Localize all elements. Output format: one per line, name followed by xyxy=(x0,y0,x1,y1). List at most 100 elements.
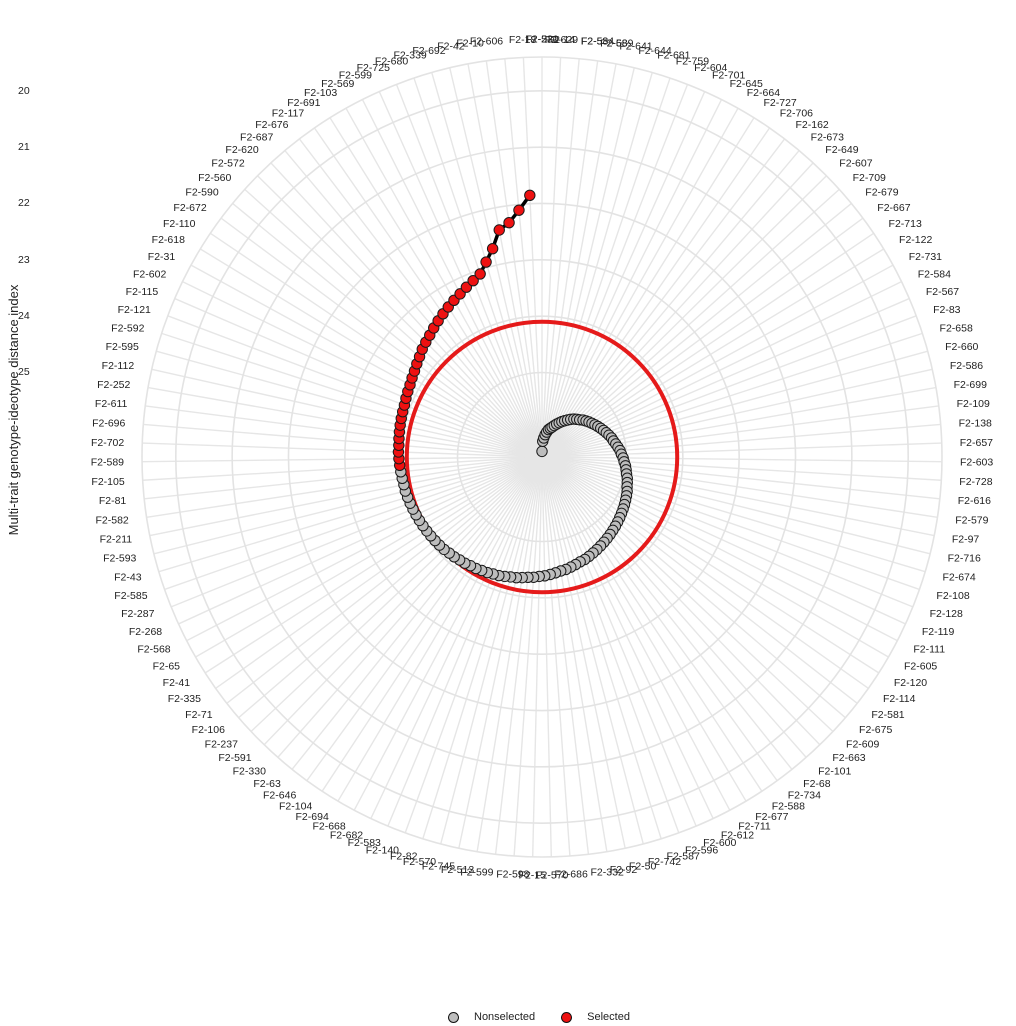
genotype-label: F2-599 xyxy=(339,70,372,82)
genotype-label: F2-593 xyxy=(103,553,136,565)
genotype-label: F2-663 xyxy=(832,752,865,764)
genotype-label: F2-104 xyxy=(279,801,312,813)
genotype-label: F2-606 xyxy=(470,35,503,47)
grid-spoke xyxy=(541,456,747,802)
genotype-label: F2-119 xyxy=(922,626,955,638)
grid-spoke xyxy=(541,456,926,573)
genotype-label: F2-694 xyxy=(296,811,329,823)
grid-spoke xyxy=(422,456,543,840)
genotype-label: F2-686 xyxy=(555,868,588,880)
y-tick-label: 24 xyxy=(18,310,30,323)
genotype-label: F2-138 xyxy=(959,417,992,429)
grid-spoke xyxy=(541,368,933,458)
genotype-label: F2-709 xyxy=(853,172,886,184)
genotype-label: F2-109 xyxy=(957,398,990,410)
grid-spoke xyxy=(541,150,800,458)
grid-spoke xyxy=(541,456,938,518)
grid-spoke xyxy=(284,150,543,458)
grid-spoke xyxy=(149,456,543,537)
grid-spoke xyxy=(174,297,543,458)
grid-spoke xyxy=(167,315,543,458)
grid-spoke xyxy=(378,91,543,458)
grid-spoke xyxy=(263,456,543,746)
genotype-label: F2-140 xyxy=(366,844,399,856)
genotype-label: F2-734 xyxy=(788,790,821,802)
genotype-label: F2-696 xyxy=(92,417,125,429)
genotype-label: F2-611 xyxy=(95,398,128,410)
genotype-label: F2-114 xyxy=(883,693,916,705)
grid-spoke xyxy=(541,442,942,458)
grid-spoke xyxy=(476,456,543,852)
genotype-label: F2-63 xyxy=(253,778,281,790)
grid-spoke xyxy=(458,456,543,849)
genotype-label: F2-103 xyxy=(304,87,337,99)
genotype-label: F2-97 xyxy=(952,534,980,546)
point-selected xyxy=(524,189,536,202)
genotype-label: F2-582 xyxy=(95,514,128,526)
grid-spoke xyxy=(226,456,543,704)
grid-spoke xyxy=(541,456,880,674)
genotype-label: F2-595 xyxy=(106,341,139,353)
grid-spoke xyxy=(541,456,914,608)
genotype-label: F2-731 xyxy=(909,251,942,263)
genotype-label: F2-252 xyxy=(97,379,130,391)
genotype-label: F2-682 xyxy=(330,829,363,841)
point-selected xyxy=(513,204,525,216)
genotype-label: F2-668 xyxy=(312,821,345,833)
genotype-label: F2-616 xyxy=(958,495,991,507)
genotype-label: F2-42 xyxy=(437,41,465,53)
legend-swatch-selected xyxy=(561,1011,573,1023)
grid-spoke xyxy=(541,456,731,811)
grid-spoke xyxy=(387,456,543,827)
genotype-label: F2-58 xyxy=(581,35,609,47)
genotype-label: F2-674 xyxy=(942,571,975,583)
genotype-label: F2-664 xyxy=(747,87,780,99)
genotype-label: F2-105 xyxy=(91,476,124,488)
genotype-label: F2-672 xyxy=(173,202,206,214)
genotype-label: F2-591 xyxy=(218,752,251,764)
y-axis-label-box: Multi-trait genotype-ideotype distance i… xyxy=(6,284,21,535)
genotype-label: F2-31 xyxy=(148,251,176,263)
genotype-label: F2-117 xyxy=(272,108,305,120)
point-selected xyxy=(480,256,492,268)
grid-spoke xyxy=(291,456,543,770)
grid-spoke xyxy=(541,456,608,852)
grid-spoke xyxy=(541,456,834,733)
grid-spoke xyxy=(337,456,543,802)
genotype-label: F2-81 xyxy=(99,495,127,507)
legend-label-nonselected: Nonselected xyxy=(474,1011,536,1023)
genotype-label: F2-570 xyxy=(535,869,568,881)
genotype-label: F2-513 xyxy=(441,864,474,876)
grid-spoke xyxy=(541,63,617,458)
grid-spoke xyxy=(541,127,771,458)
grid-spoke xyxy=(541,456,889,658)
grid-spoke xyxy=(306,456,543,782)
genotype-label: F2-162 xyxy=(795,119,828,131)
grid-spoke xyxy=(531,456,543,857)
grid-spoke xyxy=(541,456,869,689)
grid-spoke xyxy=(541,456,935,537)
legend-label-selected: Selected xyxy=(587,1011,630,1023)
genotype-label: F2-579 xyxy=(955,514,988,526)
genotype-label: F2-560 xyxy=(198,172,231,184)
genotype-label: F2-112 xyxy=(102,360,135,372)
genotype-label: F2-581 xyxy=(871,709,904,721)
grid-spoke xyxy=(541,405,939,458)
genotype-label: F2-41 xyxy=(163,677,191,689)
grid-spoke xyxy=(195,456,543,658)
grid-spoke xyxy=(147,386,543,458)
grid-spoke xyxy=(257,175,543,458)
genotype-label: F2-609 xyxy=(846,738,879,750)
grid-spoke xyxy=(209,232,543,458)
grid-spoke xyxy=(182,281,543,458)
genotype-label: F2-629 xyxy=(545,34,578,46)
genotype-label: F2-673 xyxy=(811,131,844,143)
grid-spoke xyxy=(541,58,580,458)
grid-spoke xyxy=(144,456,543,500)
grid-spoke xyxy=(541,202,852,458)
y-tick-label: 22 xyxy=(18,197,30,210)
genotype-label: F2-572 xyxy=(211,158,244,170)
grid-spoke xyxy=(541,456,553,857)
grid-spoke xyxy=(298,138,543,458)
